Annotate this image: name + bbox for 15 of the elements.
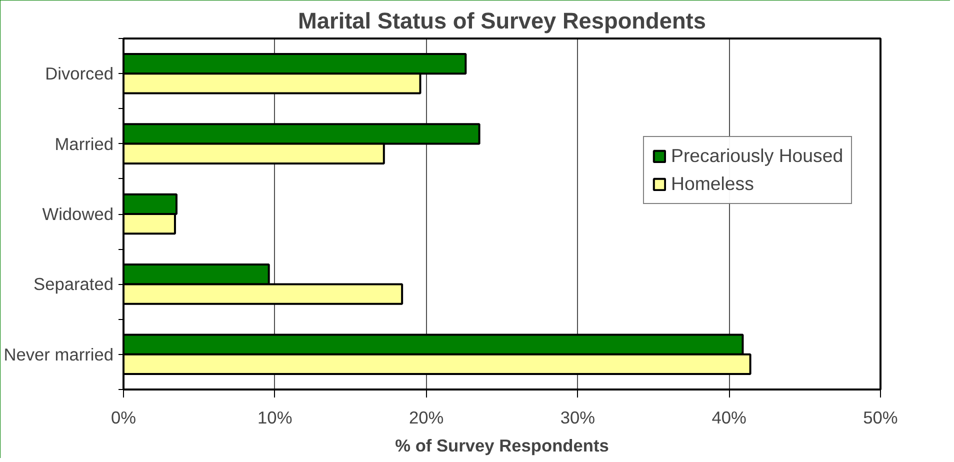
y-tick-label: Married: [54, 134, 114, 154]
x-axis-title: % of Survey Respondents: [395, 436, 609, 456]
y-tick-label: Separated: [34, 274, 114, 294]
x-tick-label: 30%: [560, 408, 596, 428]
x-tick-label: 10%: [258, 408, 292, 428]
x-tick-label: 40%: [712, 408, 746, 428]
x-tick-label: 0%: [110, 408, 136, 428]
legend-label: Homeless: [671, 173, 754, 195]
x-tick-label: 50%: [863, 408, 898, 428]
y-tick-label: Divorced: [45, 64, 114, 84]
x-tick-label: 20%: [408, 408, 444, 428]
chart-title: Marital Status of Survey Respondents: [298, 8, 706, 34]
y-tick-label: Widowed: [42, 204, 114, 224]
y-tick-label: Never married: [4, 344, 114, 364]
legend-label: Precariously Housed: [671, 145, 844, 167]
